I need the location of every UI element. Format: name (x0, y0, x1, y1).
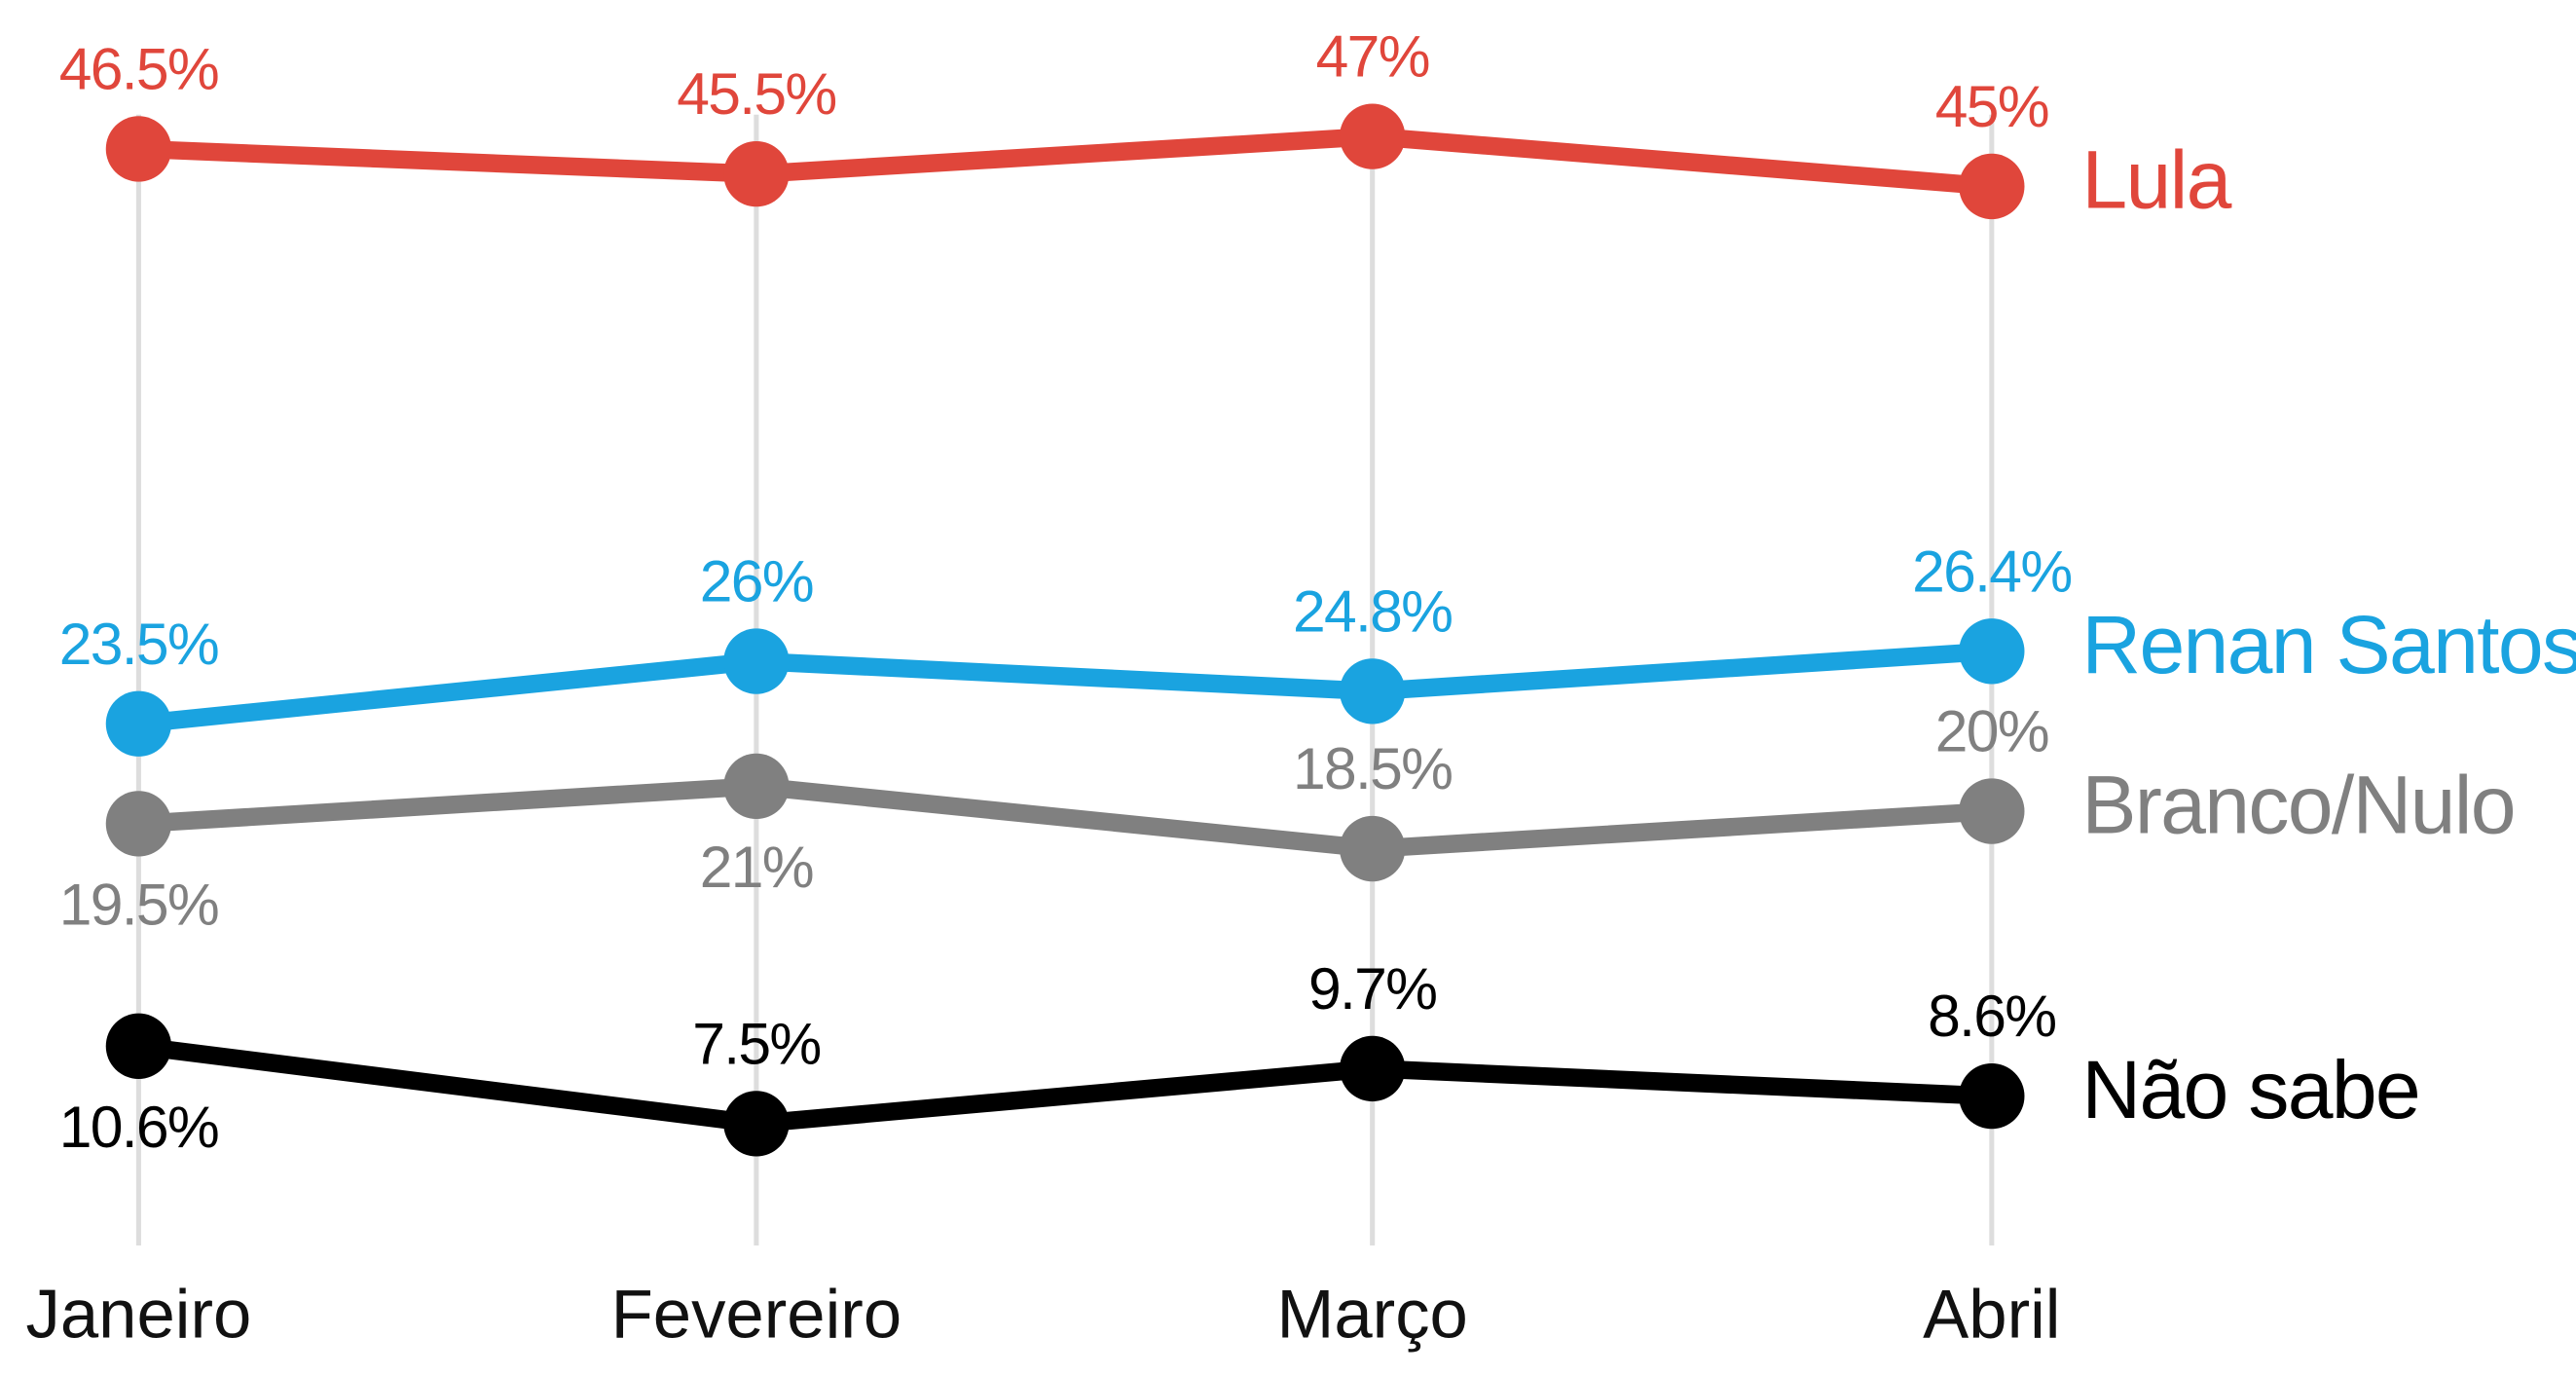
data-point (1959, 1062, 2025, 1130)
data-point (1959, 153, 2025, 220)
data-label: 45.5% (677, 60, 835, 127)
legend-label: Lula (2081, 134, 2231, 226)
data-point (105, 791, 172, 857)
data-label: 46.5% (59, 36, 218, 102)
legend-label: Branco/Nulo (2081, 759, 2514, 850)
series-line (137, 1037, 1993, 1133)
series-line (137, 777, 1993, 858)
data-label: 8.6% (1928, 983, 2055, 1049)
data-label: 10.6% (59, 1094, 218, 1160)
legend-label: Não sabe (2081, 1044, 2419, 1135)
data-point (1959, 618, 2025, 685)
data-label: 21% (700, 834, 813, 900)
data-point (105, 1013, 172, 1079)
legend-label: Renan Santos (2081, 599, 2576, 690)
data-point (105, 116, 172, 182)
x-tick-label: Fevereiro (611, 1275, 902, 1352)
series-line (138, 127, 1993, 196)
data-label: 47% (1316, 23, 1429, 90)
data-point (1340, 103, 1406, 169)
data-label: 26% (700, 548, 813, 614)
x-tick-label: Janeiro (26, 1275, 252, 1352)
x-tick-label: Abril (1923, 1275, 2060, 1352)
data-label: 20% (1935, 698, 2048, 764)
data-label: 45% (1935, 73, 2048, 139)
data-point (1340, 815, 1406, 882)
data-label: 18.5% (1293, 735, 1452, 801)
data-point (723, 1091, 790, 1157)
data-point (723, 753, 790, 820)
data-label: 23.5% (59, 611, 218, 677)
data-point (1340, 658, 1406, 725)
series-line (137, 642, 1993, 733)
data-label: 24.8% (1293, 577, 1452, 644)
data-point (105, 690, 172, 757)
data-label: 9.7% (1308, 955, 1436, 1022)
data-point (1340, 1035, 1406, 1102)
data-point (723, 140, 790, 207)
data-label: 26.4% (1912, 538, 2071, 604)
data-point (1959, 778, 2025, 844)
data-label: 7.5% (692, 1010, 820, 1076)
data-label: 19.5% (59, 871, 218, 937)
x-tick-label: Março (1276, 1275, 1467, 1352)
data-point (723, 628, 790, 694)
